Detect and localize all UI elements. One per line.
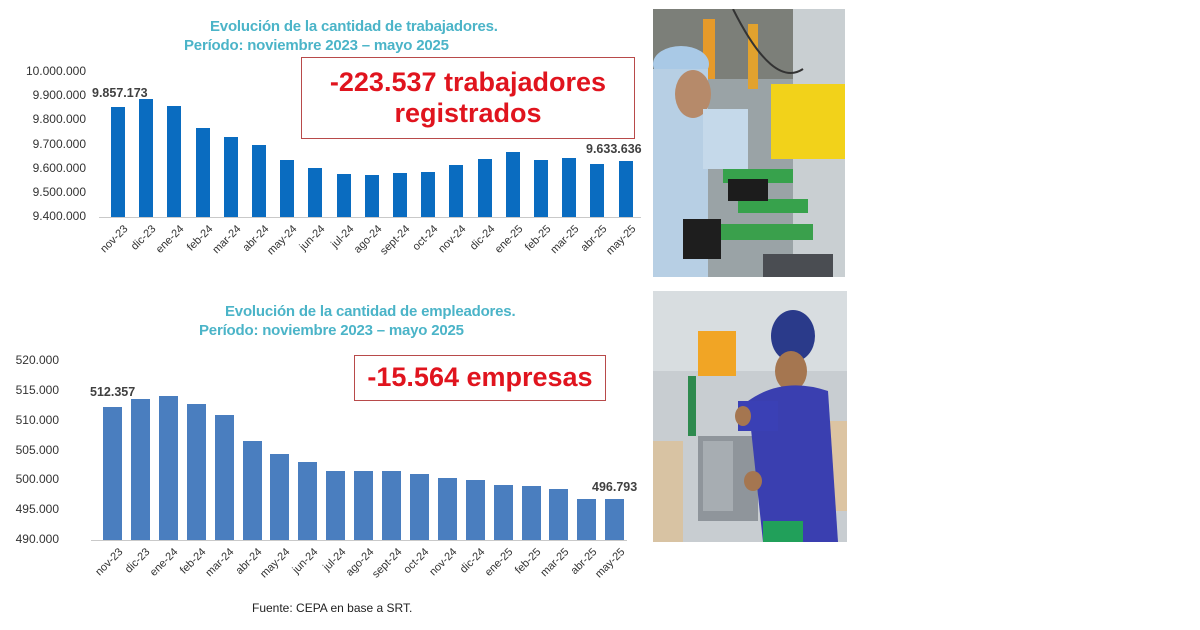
y-tick-label: 9.600.000 [32,160,86,175]
bar-abr-24 [252,144,266,217]
bar-oct-24 [409,474,429,540]
y-tick-label: 9.500.000 [32,184,86,199]
y-tick-label: 9.900.000 [32,88,86,103]
top-first-value-label: 9.857.173 [92,86,148,100]
x-axis-line [91,540,628,541]
bottom-first-value-label: 512.357 [90,385,136,399]
bar-may-24 [270,454,290,540]
bar-dic-23 [130,398,150,540]
bar-jun-24 [298,461,318,540]
y-tick-label: 10.000.000 [25,64,86,78]
bar-ene-25 [493,485,513,540]
bottom-chart-title: Evolución de la cantidad de empleadores. [225,303,516,320]
bar-nov-24 [449,165,464,217]
bar-jul-24 [336,173,351,217]
bottom-chart-subtitle: Período: noviembre 2023 – mayo 2025 [199,322,464,339]
bar-nov-23 [103,406,122,540]
y-tick-label: 505.000 [15,442,59,457]
top-callout-line1: -223.537 trabajadores [329,66,607,97]
top-chart-subtitle: Período: noviembre 2023 – mayo 2025 [184,37,449,54]
bar-may-25 [618,160,633,217]
bar-abr-24 [242,440,262,540]
bar-dic-24 [465,480,485,540]
bar-feb-25 [534,159,548,217]
bar-mar-24 [223,137,238,217]
bar-nov-24 [437,477,457,540]
bar-jul-24 [326,470,346,540]
bar-ene-24 [167,106,182,217]
top-chart-title: Evolución de la cantidad de trabajadores… [210,18,498,35]
bar-feb-25 [521,485,541,540]
bar-oct-24 [421,172,436,217]
bar-mar-25 [562,157,577,217]
bar-sept-24 [382,470,401,540]
bar-mar-25 [549,489,569,540]
bar-jun-24 [308,167,323,217]
bar-ago-24 [364,174,379,217]
y-tick-label: 520.000 [15,353,59,367]
bar-may-24 [280,159,295,217]
bar-feb-24 [195,128,210,217]
bar-dic-23 [139,99,154,217]
y-tick-label: 9.800.000 [32,112,86,127]
bar-nov-23 [111,106,125,217]
bottom-last-value-label: 496.793 [592,480,638,494]
bar-abr-25 [577,499,597,540]
bottom-callout-line1: -15.564 empresas [367,362,593,393]
top-callout-line2: registrados [394,98,542,128]
y-tick-label: 9.400.000 [32,209,86,223]
y-tick-label: 495.000 [15,502,59,517]
top-callout-box: -223.537 trabajadores registrados [301,57,635,139]
bar-dic-24 [477,159,492,217]
bar-mar-24 [214,414,234,540]
bar-ago-24 [354,471,374,540]
x-axis-line [99,217,641,218]
bar-ene-24 [158,395,178,540]
y-tick-label: 9.700.000 [32,136,86,151]
worker-blue-uniform-image-icon [653,291,847,542]
bar-feb-24 [186,403,206,540]
assembly-workers-image-icon [653,9,845,277]
bar-ene-25 [505,151,520,217]
top-last-value-label: 9.633.636 [586,142,642,156]
y-tick-label: 500.000 [15,472,59,487]
y-tick-label: 515.000 [15,382,59,397]
bar-may-25 [605,499,625,540]
bar-sept-24 [393,173,407,217]
y-tick-label: 510.000 [15,412,59,427]
y-tick-label: 490.000 [15,532,59,546]
bottom-callout-box: -15.564 empresas [354,355,606,401]
factory-worker-photo [653,291,847,542]
factory-assembly-line-photo [653,9,845,277]
source-note: Fuente: CEPA en base a SRT. [252,601,413,615]
bar-abr-25 [590,163,605,217]
